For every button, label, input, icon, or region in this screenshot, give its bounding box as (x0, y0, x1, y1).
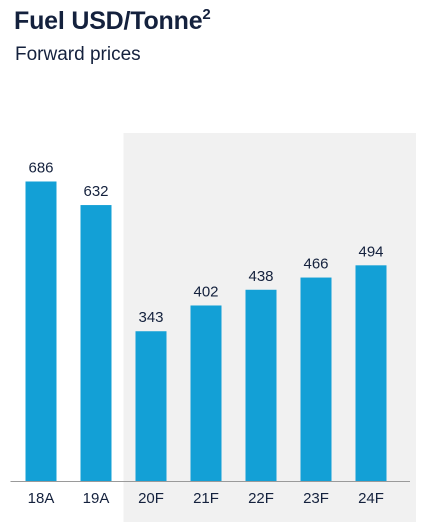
bar-22f (245, 289, 277, 481)
value-label-19a: 632 (83, 183, 108, 200)
value-label-18a: 686 (28, 159, 53, 176)
bar-24f (355, 265, 387, 481)
value-labels-group: 686 632 343 402 438 466 494 (28, 159, 383, 326)
title-footnote-marker: 2 (202, 6, 211, 23)
value-label-20f: 343 (138, 309, 163, 326)
x-tick-label-22f: 22F (248, 490, 274, 507)
bars-group (25, 181, 387, 482)
value-label-21f: 402 (193, 283, 218, 300)
x-tick-label-21f: 21F (193, 490, 219, 507)
bar-20f (135, 331, 167, 481)
chart-title-text: Fuel USD/Tonne (14, 7, 203, 35)
x-tick-label-23f: 23F (303, 490, 329, 507)
x-tick-label-24f: 24F (358, 490, 384, 507)
x-tick-labels-group: 18A 19A 20F 21F 22F 23F 24F (28, 490, 384, 507)
x-tick-label-20f: 20F (138, 490, 164, 507)
value-label-23f: 466 (303, 256, 328, 273)
chart-title: Fuel USD/Tonne2 (14, 6, 211, 36)
bar-23f (300, 277, 332, 481)
chart-subtitle: Forward prices (15, 44, 141, 65)
x-tick-label-18a: 18A (28, 490, 55, 507)
bar-18a (25, 181, 57, 481)
value-label-24f: 494 (358, 243, 383, 260)
value-label-22f: 438 (248, 268, 273, 285)
bar-21f (190, 305, 222, 481)
bar-19a (80, 205, 112, 482)
x-tick-label-19a: 19A (83, 490, 110, 507)
